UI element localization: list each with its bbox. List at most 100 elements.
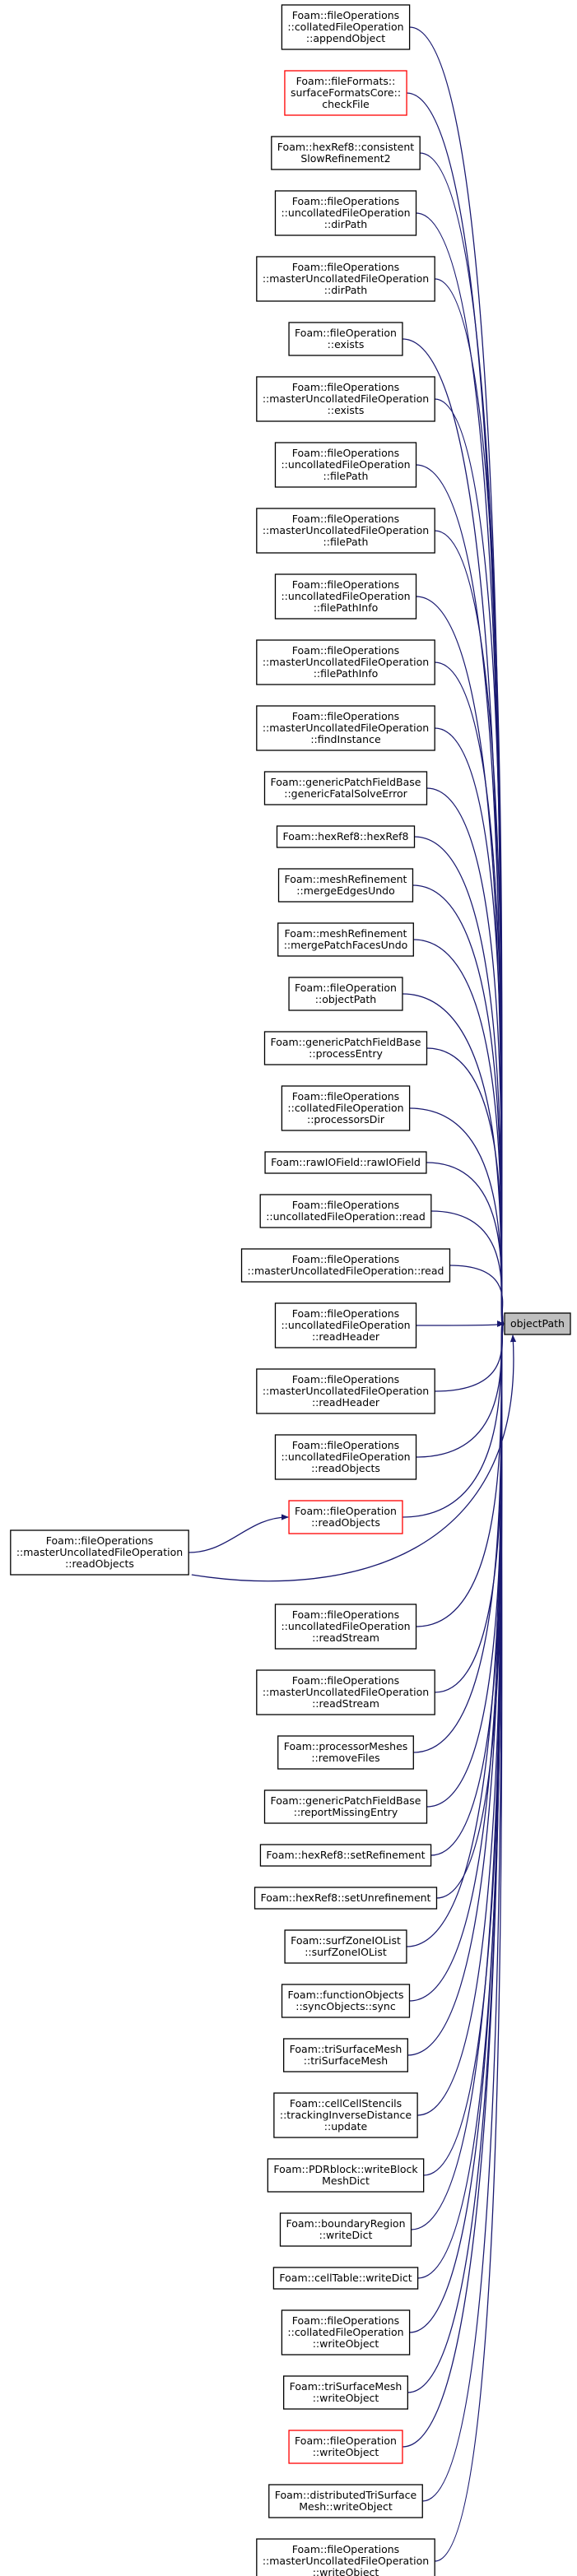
node: Foam::boundaryRegion::writeDict (279, 2212, 412, 2247)
node-label: ::writeObject (313, 2446, 379, 2458)
node-box (282, 2375, 409, 2410)
node-box (263, 1031, 428, 1065)
node: Foam::cellCellStencils::trackingInverseD… (273, 2092, 418, 2138)
node-box (277, 922, 414, 957)
node-label: ::readObjects (311, 1516, 380, 1529)
node-label: Foam::hexRef8::consistent (277, 141, 414, 153)
node: Foam::fileOperations::masterUncollatedFi… (256, 1669, 435, 1715)
node: Foam::fileOperations::masterUncollatedFi… (256, 256, 435, 302)
node-label: ::writeDict (319, 2229, 373, 2241)
edge (426, 1047, 505, 1327)
node: Foam::fileOperation::objectPath (288, 977, 403, 1011)
node-label: ::readHeader (312, 1396, 380, 1409)
node-label: ::uncollatedFileOperation (281, 458, 410, 471)
edges (188, 26, 517, 2562)
node-label: ::readStream (312, 1697, 379, 1710)
node-label: Foam::fileOperations (292, 381, 399, 393)
node: Foam::fileOperations::collatedFileOperat… (281, 2309, 411, 2356)
node: Foam::cellTable::writeDict (272, 2267, 419, 2290)
node-label: ::readObjects (311, 1462, 380, 1474)
node-label: ::writeObject (313, 2566, 379, 2576)
node-label: ::uncollatedFileOperation (281, 1450, 410, 1463)
node-label: ::processEntry (309, 1047, 383, 1060)
node-label: Foam::boundaryRegion (286, 2217, 405, 2230)
node-label: ::collatedFileOperation (287, 1102, 403, 1114)
node-box (254, 1887, 438, 1910)
node-box (10, 1529, 189, 1576)
node-label: Foam::fileOperation (295, 1505, 397, 1517)
node-label: ::genericFatalSolveError (284, 787, 407, 800)
node-label: ::dirPath (324, 284, 367, 296)
node: Foam::meshRefinement::mergePatchFacesUnd… (277, 922, 414, 957)
node: Foam::processorMeshes::removeFiles (277, 1735, 414, 1770)
node: Foam::hexRef8::setUnrefinement (254, 1887, 438, 1910)
node-box (276, 825, 416, 848)
node-label: ::masterUncollatedFileOperation (263, 392, 429, 405)
node-box (263, 771, 428, 805)
node-box (272, 2267, 419, 2290)
node-label: Foam::fileOperations (292, 1307, 399, 1320)
node-label: ::readHeader (312, 1330, 380, 1343)
node: Foam::triSurfaceMesh::triSurfaceMesh (282, 2038, 409, 2072)
node: Foam::distributedTriSurfaceMesh::writeOb… (268, 2484, 423, 2518)
node-label: Foam::surfZoneIOList (291, 1934, 401, 1947)
node-label: ::filePathInfo (314, 667, 379, 680)
node-label: ::readStream (312, 1631, 379, 1644)
node: Foam::fileFormats::surfaceFormatsCore::c… (284, 70, 407, 116)
node-box (256, 639, 435, 685)
node-label: ::masterUncollatedFileOperation (16, 1546, 183, 1558)
node: Foam::fileOperations::masterUncollatedFi… (256, 508, 435, 554)
node: Foam::hexRef8::hexRef8 (276, 825, 416, 848)
node-box (504, 1312, 571, 1335)
node-label: ::uncollatedFileOperation::read (266, 1210, 426, 1223)
node-label: ::collatedFileOperation (287, 2326, 403, 2338)
node-label: ::findInstance (310, 733, 381, 745)
edge (435, 1321, 505, 2562)
node: Foam::rawIOField::rawIOField (264, 1151, 427, 1174)
node-box (268, 2484, 423, 2518)
node-label: Foam::fileOperations (292, 447, 399, 459)
node-box (288, 977, 403, 1011)
edge (416, 1320, 505, 1327)
node-box (279, 2212, 412, 2247)
node-label: Foam::triSurfaceMesh (290, 2380, 403, 2393)
node: Foam::triSurfaceMesh::writeObject (282, 2375, 409, 2410)
node-label: Foam::genericPatchFieldBase (271, 776, 421, 788)
node: Foam::meshRefinement::mergeEdgesUndo (277, 868, 414, 903)
node-box (274, 1604, 417, 1650)
node-label: ::filePath (323, 536, 369, 548)
node-label: Foam::fileOperations (292, 2314, 399, 2327)
node: Foam::fileOperations::uncollatedFileOper… (274, 190, 417, 236)
node-label: ::processorsDir (307, 1113, 385, 1126)
node-label: Foam::fileOperations (292, 1373, 399, 1385)
node-label: Foam::cellCellStencils (290, 2097, 402, 2110)
node-box (281, 1984, 411, 2018)
node-box (281, 2309, 411, 2356)
node: Foam::genericPatchFieldBase::processEntr… (263, 1031, 428, 1065)
node: Foam::fileOperations::collatedFileOperat… (281, 4, 411, 50)
node: Foam::surfZoneIOList::surfZoneIOList (284, 1929, 407, 1964)
node-label: ::masterUncollatedFileOperation (263, 722, 429, 734)
node-label: Foam::fileOperations (292, 1674, 399, 1687)
node-label: ::exists (328, 404, 365, 416)
node-label: Mesh::writeObject (299, 2500, 393, 2513)
node-box (274, 1434, 417, 1480)
node: Foam::fileOperations::masterUncollatedFi… (256, 705, 435, 751)
node-label: Foam::fileFormats:: (296, 75, 396, 87)
node-label: Foam::fileOperations (292, 1090, 399, 1102)
node-label: ::objectPath (315, 993, 376, 1005)
node-label: Foam::fileOperations (292, 195, 399, 207)
node-label: Foam::fileOperations (292, 513, 399, 525)
node-label: Foam::fileOperation (295, 982, 397, 994)
node: Foam::fileOperations::uncollatedFileOper… (274, 442, 417, 488)
node-box (273, 2092, 418, 2138)
node-label: ::update (324, 2120, 368, 2133)
node: Foam::fileOperations::collatedFileOperat… (281, 1085, 411, 1131)
node-box (284, 70, 407, 116)
node-label: Foam::functionObjects (288, 1989, 404, 2001)
node-label: Foam::fileOperations (292, 1199, 399, 1211)
node-label: ::mergeEdgesUndo (296, 884, 394, 897)
node-label: Foam::fileOperations (292, 1253, 399, 1265)
node: Foam::genericPatchFieldBase::reportMissi… (263, 1789, 428, 1824)
node-label: Foam::fileOperation (295, 327, 397, 339)
